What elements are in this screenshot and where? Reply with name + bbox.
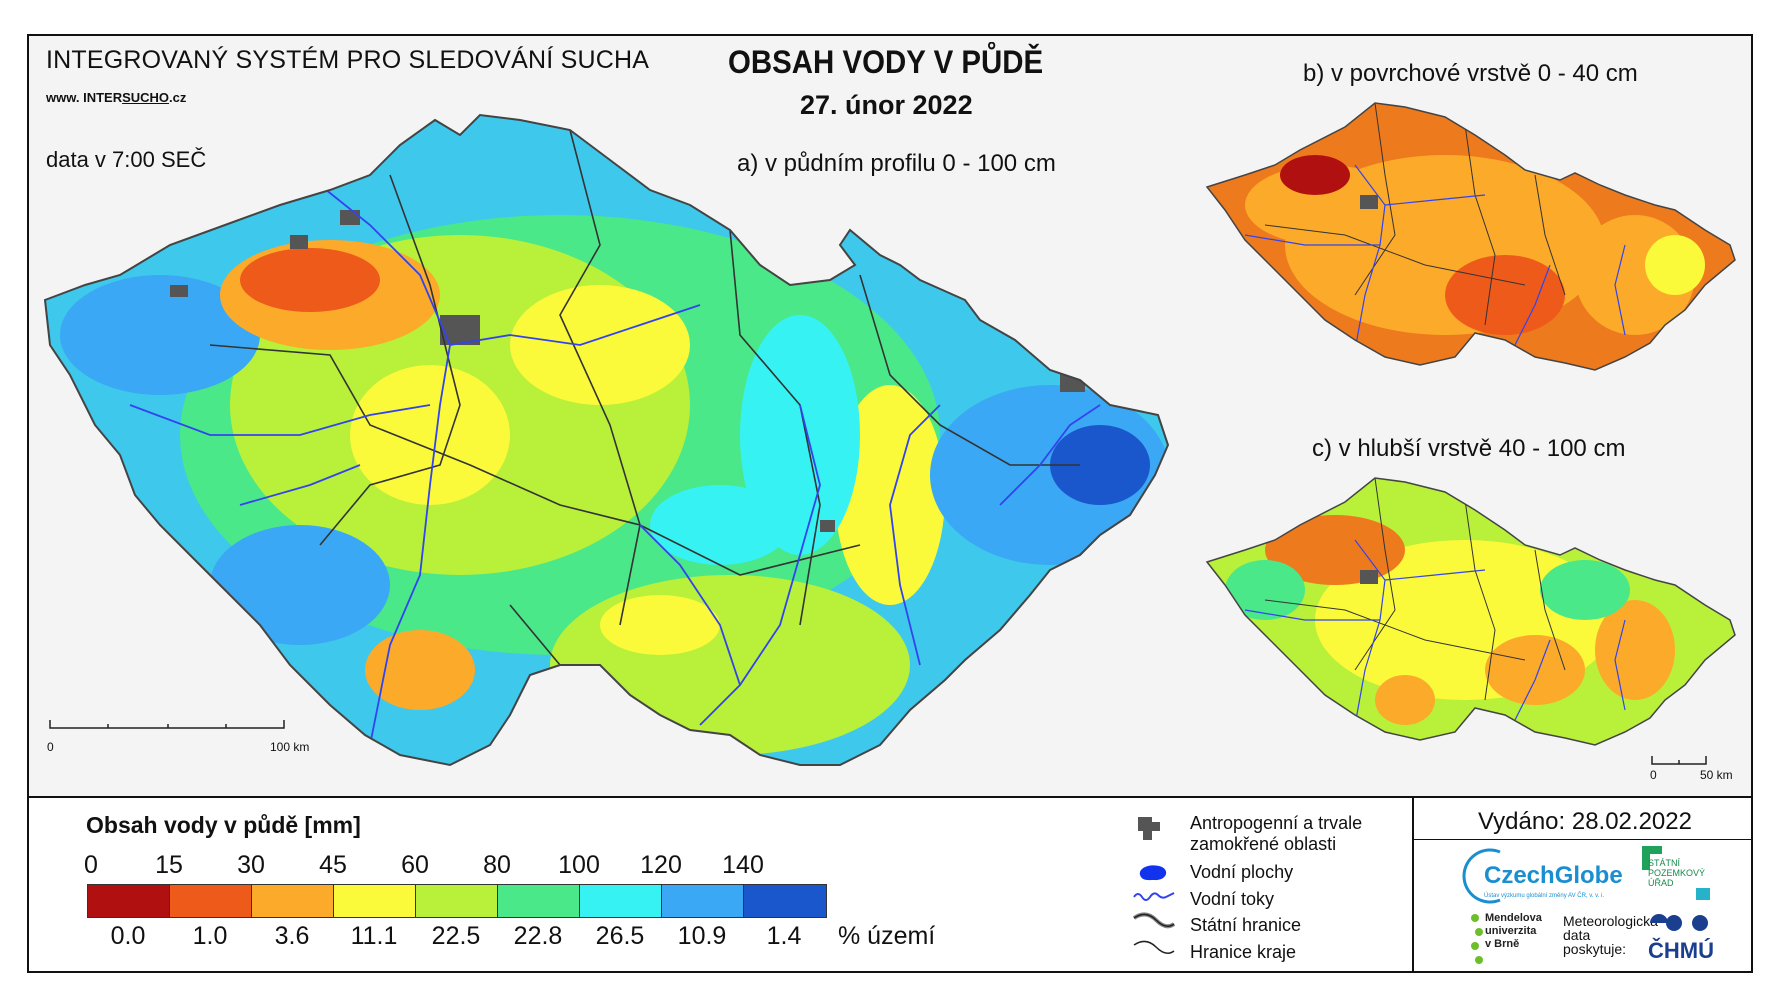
main-scale-bar (49, 720, 285, 729)
legend-percent: 3.6 (274, 922, 310, 950)
legend-tick: 120 (640, 851, 682, 879)
legend-tick: 100 (558, 851, 600, 879)
mendel-university-logo: Mendelova univerzita v Brně (1485, 912, 1542, 950)
legend-percent: 10.9 (677, 922, 727, 950)
website-suffix: .cz (169, 90, 187, 105)
legend-tick: 30 (237, 851, 265, 879)
czechglobe-subtitle: Ústav výzkumu globální změny AV ČR, v. v… (1484, 893, 1605, 899)
legend-tick: 15 (155, 851, 183, 879)
legend-rivers: Vodní toky (1190, 889, 1275, 909)
anthropogenic-area-icon (1138, 817, 1160, 840)
legend-swatch (170, 885, 252, 917)
small-scale-bar (1651, 756, 1707, 765)
meteo-data-label: Meteorologická data poskytuje: (1563, 913, 1658, 957)
percent-unit: % území (838, 922, 936, 950)
data-time-label: data v 7:00 SEČ (46, 147, 207, 172)
legend-tick: 45 (319, 851, 347, 879)
legend-percent: 1.0 (192, 922, 228, 950)
main-title: OBSAH VODY V PŮDĚ (728, 44, 1044, 80)
state-border-icon (1132, 912, 1176, 929)
deep-layer-map (1205, 477, 1736, 746)
deep-map-label: c) v hlubší vrstvě 40 - 100 cm (1312, 435, 1626, 462)
river-icon (1133, 892, 1175, 901)
legend-swatch (416, 885, 498, 917)
website-prefix: www. INTER (46, 90, 123, 105)
footer-divider (1412, 796, 1414, 973)
surface-map-label: b) v povrchové vrstvě 0 - 40 cm (1303, 60, 1638, 87)
main-map-label: a) v půdním profilu 0 - 100 cm (737, 150, 1056, 177)
system-title: INTEGROVANÝ SYSTÉM PRO SLEDOVÁNÍ SUCHA (46, 46, 650, 74)
legend-swatch (580, 885, 662, 917)
mendel-dots-icon (1471, 914, 1483, 964)
main-soil-water-map (43, 113, 1170, 767)
legend-percent: 22.5 (431, 922, 481, 950)
small-scale-start: 0 (1650, 768, 1657, 782)
issued-date: Vydáno: 28.02.2022 (1478, 808, 1692, 835)
spu-logo: STÁTNÍ POZEMKOVÝ ÚŘAD (1648, 858, 1706, 888)
legend-colorbar (87, 884, 827, 918)
main-scale-start: 0 (47, 740, 54, 754)
issued-divider (1414, 839, 1753, 840)
legend-swatch (498, 885, 580, 917)
spu-logo-icon (1642, 846, 1662, 870)
legend-percent: 1.4 (766, 922, 802, 950)
anthropogenic-line2: zamokřené oblasti (1190, 834, 1337, 854)
legend-tick: 140 (722, 851, 764, 879)
main-date: 27. únor 2022 (800, 90, 973, 120)
legend-swatch (662, 885, 744, 917)
surface-layer-map (1205, 102, 1736, 371)
legend-percent: 22.8 (513, 922, 563, 950)
website-link[interactable]: www. INTERSUCHO.cz (46, 90, 186, 105)
legend-swatch (88, 885, 170, 917)
legend-percent: 11.1 (350, 922, 398, 950)
legend-state-border: Státní hranice (1190, 915, 1302, 935)
czechglobe-arc-icon (1462, 848, 1501, 904)
legend-tick: 80 (483, 851, 511, 879)
spu-square-icon (1696, 888, 1710, 900)
legend-region-border: Hranice kraje (1190, 942, 1297, 962)
website-highlight: SUCHO (122, 90, 170, 105)
czechglobe-logo: CzechGlobe (1484, 862, 1623, 889)
legend-tick: 0 (84, 851, 98, 879)
legend-anthropogenic: Antropogenní a trvale zamokřené oblasti (1190, 813, 1362, 855)
legend-tick: 60 (401, 851, 429, 879)
legend-divider (27, 796, 1753, 798)
legend-swatch (334, 885, 416, 917)
main-scale-end: 100 km (270, 740, 310, 754)
chmu-symbol-icon (1650, 914, 1708, 931)
legend-swatch (252, 885, 334, 917)
legend-water-bodies: Vodní plochy (1190, 862, 1294, 882)
legend-percent: 26.5 (595, 922, 645, 950)
region-border-icon (1133, 940, 1175, 954)
anthropogenic-line1: Antropogenní a trvale (1190, 813, 1363, 833)
chmu-logo: ČHMÚ (1648, 938, 1714, 963)
small-scale-end: 50 km (1700, 768, 1733, 782)
water-body-icon (1139, 865, 1167, 881)
legend-swatch (744, 885, 826, 917)
legend-percent: 0.0 (110, 922, 146, 950)
legend-title: Obsah vody v půdě [mm] (86, 812, 361, 838)
